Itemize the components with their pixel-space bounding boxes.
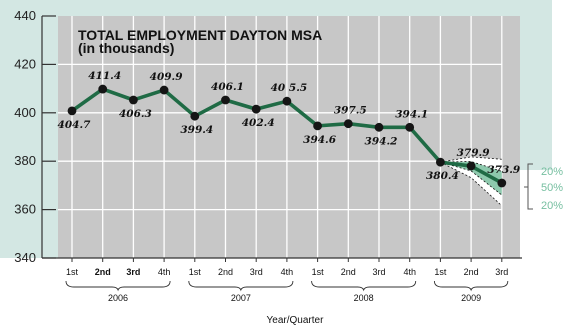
data-point <box>251 104 261 114</box>
data-label: 373.9 <box>487 164 521 176</box>
forecast-band-edge <box>440 161 502 172</box>
data-point <box>159 85 169 95</box>
data-label: 394.6 <box>303 134 337 146</box>
x-tick-label: 3rd <box>495 267 508 277</box>
forecast-inner-band <box>440 161 502 196</box>
data-label: 394.2 <box>365 135 398 147</box>
data-label: 406.1 <box>211 81 244 93</box>
band-label: 50% <box>541 182 563 194</box>
year-label: 2007 <box>231 293 251 303</box>
year-bracket <box>188 280 294 292</box>
x-tick-label: 4th <box>158 267 171 277</box>
x-tick-label: 3rd <box>250 267 263 277</box>
data-point <box>98 84 108 94</box>
x-tick-label: 1st <box>66 267 79 277</box>
y-tick-label: 360 <box>14 202 36 217</box>
data-label: 411.4 <box>88 70 121 82</box>
x-axis: 1st 2nd 3rd 4th 1st 2nd 3rd 4th 1st 2nd 3rd 4th 1st 2… <box>42 257 522 303</box>
data-labels: 404.7 411.4 406.3 409.9 399.4 406.1 402.4 40 5.… <box>58 70 521 182</box>
data-point <box>221 95 230 105</box>
x-tick-label: 2nd <box>95 267 111 277</box>
data-point <box>374 122 384 132</box>
x-tick-label: 1st <box>434 267 447 277</box>
year-label: 2006 <box>108 293 128 303</box>
plot-area <box>58 16 520 258</box>
forecast-bands <box>440 156 503 207</box>
y-tick-label: 380 <box>14 153 36 168</box>
y-tick-label: 420 <box>14 56 36 71</box>
data-label: 397.5 <box>334 105 367 117</box>
year-bracket <box>65 280 171 292</box>
chart-title: TOTAL EMPLOYMENT DAYTON MSA <box>78 27 322 43</box>
year-label: 2008 <box>354 293 374 303</box>
data-point <box>466 161 476 171</box>
y-tick-label: 400 <box>14 105 36 120</box>
data-label: 402.4 <box>242 117 275 129</box>
x-axis-title: Year/Quarter <box>267 315 325 326</box>
year-bracket <box>433 280 509 292</box>
x-tick-label: 2nd <box>464 267 479 277</box>
y-tick-label: 440 <box>14 8 36 23</box>
band-label: 20% <box>541 200 563 212</box>
year-bracket <box>311 280 417 292</box>
data-point <box>436 157 445 167</box>
band-label: 20% <box>541 166 563 178</box>
x-tick-label: 2nd <box>341 267 356 277</box>
data-point <box>405 122 415 132</box>
x-tick-label: 4th <box>281 267 294 277</box>
chart-subtitle: (in thousands) <box>78 40 174 56</box>
x-tick-label: 4th <box>403 267 416 277</box>
forecast-band-labels: 20% 50% 20% <box>524 163 563 212</box>
x-tick-label: 3rd <box>372 267 385 277</box>
year-label: 2009 <box>461 293 481 303</box>
data-label: 409.9 <box>150 71 184 83</box>
x-tick-label: 2nd <box>218 267 233 277</box>
data-point <box>497 178 507 188</box>
data-point <box>190 111 200 121</box>
forecast-band-edge <box>440 161 503 196</box>
data-label: 406.3 <box>119 108 152 120</box>
y-axis: 340 360 380 400 420 440 <box>14 8 56 265</box>
data-point <box>67 106 77 116</box>
data-point <box>313 121 322 131</box>
data-label: 404.7 <box>58 119 92 131</box>
series-line <box>67 84 507 188</box>
gridlines <box>58 16 503 258</box>
data-label: 40 5.5 <box>271 82 308 94</box>
data-point <box>282 96 292 106</box>
data-point <box>129 95 138 105</box>
data-label: 399.4 <box>180 124 213 136</box>
y-tick-label: 340 <box>14 250 36 265</box>
x-tick-label: 3rd <box>126 267 140 277</box>
data-label: 379.9 <box>457 147 491 159</box>
x-tick-label: 1st <box>189 267 202 277</box>
data-point <box>343 119 353 129</box>
data-label: 380.4 <box>426 170 459 182</box>
x-tick-label: 1st <box>312 267 325 277</box>
data-label: 394.1 <box>395 108 428 120</box>
